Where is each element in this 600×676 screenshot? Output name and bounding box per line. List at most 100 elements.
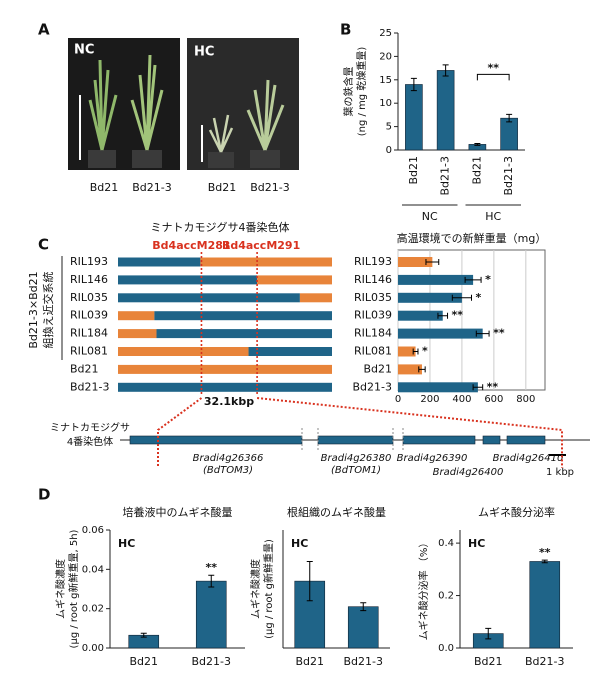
bar	[398, 346, 416, 357]
gene-name: Bradi4g26390	[397, 453, 468, 464]
bar	[398, 310, 443, 321]
bar	[347, 606, 379, 649]
segment	[118, 347, 249, 356]
segment	[118, 293, 300, 303]
error-bar	[306, 560, 313, 602]
gene-name: Bradi4g26400	[433, 467, 504, 478]
bar	[398, 328, 483, 339]
row-label: Bd21	[70, 362, 99, 375]
y-tick-label: 25	[379, 28, 392, 39]
significance: *	[476, 291, 482, 304]
map-title: ミナトカモジグサ4番染色体	[151, 220, 290, 234]
y-tick-label: 0.04	[82, 564, 104, 575]
photo-label: HC	[194, 45, 214, 60]
y-axis-label: (ng / mg 乾燥重量)	[355, 47, 368, 137]
x-tick-label: Bd21	[295, 655, 324, 668]
photo-caption: Bd21-3	[132, 181, 172, 194]
group-label: NC	[422, 210, 438, 223]
y-tick-label: 0.02	[82, 604, 104, 615]
chart-title: 高温環境での新鮮重量（mg）	[397, 231, 547, 245]
row-label: RIL035	[70, 291, 108, 304]
panel-label: D	[38, 486, 50, 504]
gene-name: Bradi4g26410	[493, 453, 564, 464]
y-tick-label: RIL146	[354, 273, 392, 286]
photo: HC	[187, 38, 299, 170]
row-label: RIL081	[70, 345, 108, 358]
x-tick-label: 800	[516, 394, 535, 405]
segment	[154, 311, 332, 321]
gene-boxes	[129, 435, 546, 445]
annotation: HC	[291, 537, 308, 550]
x-tick-label: Bd21	[474, 655, 503, 668]
marker-label: Bd4accM281	[152, 239, 230, 252]
gene-map-label: ミナトカモジグサ	[50, 421, 130, 434]
annotation: HC	[118, 537, 135, 550]
y-tick-label: RIL081	[354, 345, 392, 358]
significance: **	[452, 309, 464, 322]
y-tick-label: 20	[379, 51, 392, 62]
gene-map-label: 4番染色体	[67, 435, 113, 448]
y-axis-label: ムギネ酸濃度	[54, 559, 67, 619]
gene-alias: (BdTOM3)	[203, 465, 253, 476]
x-tick-label: Bd21-3	[344, 655, 384, 668]
photo-label: NC	[74, 43, 94, 58]
chart-title: ムギネ酸分泌率	[478, 505, 555, 519]
error-bar	[472, 384, 484, 391]
bar	[398, 257, 433, 267]
bar	[529, 561, 561, 649]
error-bar	[418, 366, 426, 373]
y-axis-label: (μg / root g新鮮重量)	[262, 539, 275, 639]
photo-caption: Bd21	[90, 181, 119, 194]
error-bar	[442, 64, 449, 77]
bracket	[476, 73, 510, 81]
chart-title: 根組織のムギネ酸量	[287, 505, 386, 519]
photo-caption: Bd21-3	[250, 181, 290, 194]
error-bar	[485, 627, 492, 640]
y-tick-label: Bd21-3	[353, 380, 393, 393]
interval-label: 32.1kbp	[204, 395, 254, 408]
chart-title: 培養液中のムギネ酸量	[123, 505, 233, 519]
significance: *	[422, 345, 428, 358]
panel-label: A	[38, 21, 50, 39]
x-tick-label: Bd21-3	[525, 655, 565, 668]
significance: **	[205, 561, 217, 574]
gene-name: Bradi4g26380	[321, 453, 392, 464]
segment	[118, 329, 157, 339]
group-label: 組換え近交系統	[41, 272, 55, 349]
error-bar	[140, 632, 147, 638]
x-tick-label: 600	[484, 394, 503, 405]
y-tick-label: RIL184	[354, 327, 392, 340]
bar	[500, 117, 518, 151]
significance: **	[487, 380, 499, 393]
gene-alias: (BdTOM1)	[331, 465, 381, 476]
y-tick-label: 10	[379, 98, 392, 109]
x-tick-label: Bd21-3	[439, 156, 452, 196]
y-tick-label: RIL193	[354, 255, 392, 268]
segment	[118, 275, 258, 285]
segment	[257, 275, 332, 285]
segment	[248, 347, 332, 356]
error-bar	[464, 276, 482, 283]
segment	[200, 257, 332, 267]
y-tick-label: Bd21	[363, 362, 392, 375]
significance: **	[487, 61, 499, 74]
segment	[118, 257, 201, 267]
error-bar	[451, 294, 472, 301]
y-axis-label: (μg / root g新鮮重量, 5h)	[67, 529, 80, 648]
y-tick-label: RIL035	[354, 291, 392, 304]
error-bar	[437, 312, 449, 319]
y-tick-label: 0.06	[82, 525, 104, 536]
y-tick-label: 5	[386, 122, 392, 133]
gene-name: Bradi4g26366	[193, 453, 264, 464]
segment	[118, 382, 332, 392]
x-tick-label: Bd21	[407, 156, 420, 185]
error-bar	[208, 574, 215, 588]
significance: **	[493, 327, 505, 340]
y-tick-label: 0.2	[438, 591, 454, 602]
marker-label: Bd4accM291	[222, 239, 300, 252]
bar	[436, 70, 455, 151]
row-label: RIL193	[70, 255, 108, 268]
row-label: RIL146	[70, 273, 108, 286]
bar	[195, 580, 227, 649]
photo-caption: Bd21	[208, 181, 237, 194]
